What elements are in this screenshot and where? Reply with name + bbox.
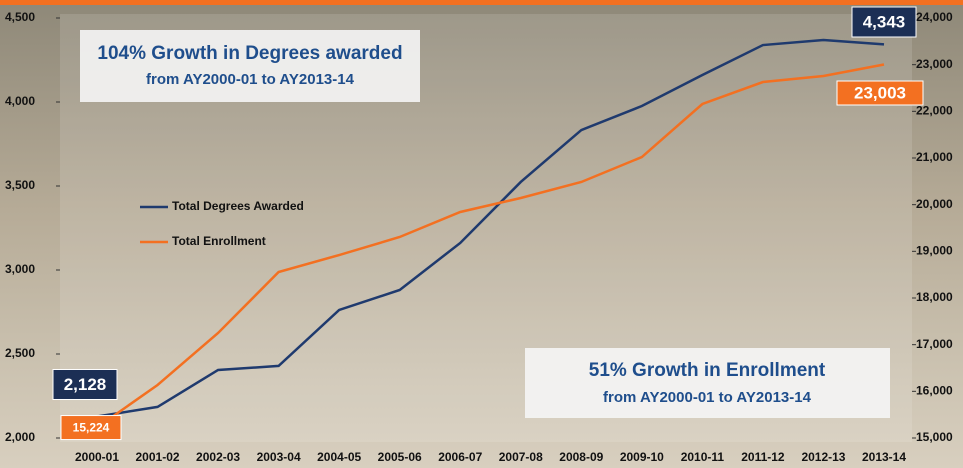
data-label: 2,128 bbox=[64, 375, 107, 394]
data-label: 23,003 bbox=[854, 83, 906, 102]
data-label-box bbox=[52, 368, 118, 400]
annotation-subline: from AY2000-01 to AY2013-14 bbox=[603, 389, 812, 406]
x-tick-label: 2005-06 bbox=[378, 450, 422, 464]
y2-tick-label: 24,000 bbox=[916, 10, 953, 24]
y2-tick-label: 22,000 bbox=[916, 104, 953, 118]
x-tick-label: 2001-02 bbox=[136, 450, 180, 464]
annotation-box bbox=[525, 348, 890, 418]
y2-tick-label: 16,000 bbox=[916, 384, 953, 398]
series-line bbox=[96, 63, 885, 429]
x-tick-label: 2004-05 bbox=[317, 450, 361, 464]
x-tick-label: 2010-11 bbox=[681, 450, 725, 464]
y2-tick-label: 17,000 bbox=[916, 337, 953, 351]
y2-tick-label: 20,000 bbox=[916, 197, 953, 211]
x-tick-label: 2003-04 bbox=[257, 450, 301, 464]
annotation-box bbox=[80, 30, 420, 102]
series-line bbox=[96, 38, 885, 418]
y2-tick-label: 23,000 bbox=[916, 57, 953, 71]
y-tick-label: 4,000 bbox=[5, 94, 35, 108]
legend-label: Total Enrollment bbox=[172, 234, 266, 248]
x-tick-label: 2008-09 bbox=[559, 450, 603, 464]
data-label: 15,224 bbox=[73, 421, 110, 435]
y2-tick-label: 21,000 bbox=[916, 150, 953, 164]
data-label-box bbox=[836, 80, 924, 106]
x-tick-label: 2011-12 bbox=[741, 450, 785, 464]
x-tick-label: 2012-13 bbox=[801, 450, 845, 464]
y-tick-label: 3,000 bbox=[5, 262, 35, 276]
x-tick-label: 2009-10 bbox=[620, 450, 664, 464]
y2-tick-label: 15,000 bbox=[916, 430, 953, 444]
y2-tick-label: 19,000 bbox=[916, 244, 953, 258]
data-label-box bbox=[851, 6, 917, 38]
data-label: 4,343 bbox=[863, 12, 906, 31]
top-border bbox=[0, 0, 963, 5]
data-label-box bbox=[60, 415, 122, 441]
y-tick-label: 2,000 bbox=[5, 430, 35, 444]
annotation-headline: 104% Growth in Degrees awarded bbox=[97, 43, 402, 64]
annotation-headline: 51% Growth in Enrollment bbox=[589, 360, 826, 381]
legend-label: Total Degrees Awarded bbox=[172, 199, 304, 213]
annotation-subline: from AY2000-01 to AY2013-14 bbox=[146, 71, 355, 88]
x-tick-label: 2006-07 bbox=[438, 450, 482, 464]
y-tick-label: 2,500 bbox=[5, 346, 35, 360]
y-tick-label: 4,500 bbox=[5, 10, 35, 24]
y-tick-label: 3,500 bbox=[5, 178, 35, 192]
x-tick-label: 2007-08 bbox=[499, 450, 543, 464]
x-tick-label: 2013-14 bbox=[862, 450, 906, 464]
x-tick-label: 2000-01 bbox=[75, 450, 119, 464]
y2-tick-label: 18,000 bbox=[916, 290, 953, 304]
x-tick-label: 2002-03 bbox=[196, 450, 240, 464]
